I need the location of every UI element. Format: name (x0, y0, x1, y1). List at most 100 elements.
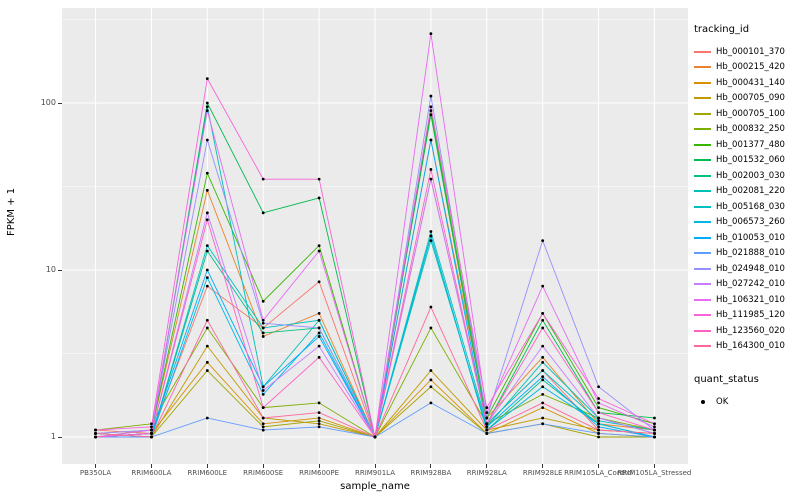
data-point (597, 401, 600, 405)
x-tick-label: RRIM928LA (466, 469, 507, 477)
legend-line-key-icon (694, 45, 711, 58)
data-point (205, 101, 209, 105)
data-point (429, 326, 433, 330)
data-point (205, 369, 209, 372)
data-point (317, 280, 321, 284)
data-point (373, 435, 377, 439)
data-point (541, 311, 545, 315)
data-point (205, 138, 209, 142)
data-point (150, 435, 153, 439)
data-point (317, 177, 321, 181)
data-point (261, 385, 265, 389)
data-point (205, 276, 209, 280)
legend-line-key-icon (694, 185, 711, 198)
color-legend-title: tracking_id (694, 24, 750, 35)
data-point (653, 428, 656, 432)
legend-panel: tracking_id Hb_000101_370 Hb_000215_420 Hb… (694, 24, 798, 410)
data-point (150, 432, 153, 435)
data-point (205, 105, 209, 109)
y-tick-label: 100 (40, 98, 56, 107)
data-point (317, 401, 321, 405)
legend-item-label: Hb_000431_140 (716, 77, 785, 88)
legend-item: Hb_000705_100 (694, 106, 798, 122)
legend-key-line (694, 283, 711, 286)
x-tick-label: RRIM105LA_Stressed (617, 469, 692, 477)
data-point (205, 244, 209, 247)
legend-item: Hb_000705_090 (694, 91, 798, 107)
data-point (261, 318, 265, 322)
data-point (597, 416, 600, 420)
data-point (541, 360, 545, 364)
data-point (94, 432, 97, 435)
data-point (261, 321, 265, 325)
data-point (597, 385, 600, 389)
data-point (541, 378, 545, 382)
data-point (317, 411, 321, 414)
data-point (261, 331, 265, 335)
data-point (429, 369, 433, 372)
y-tick-mark (58, 269, 62, 271)
x-tick-mark (262, 464, 264, 468)
legend-item: Hb_000101_370 (694, 44, 798, 60)
legend-item-label: Hb_002003_030 (716, 170, 785, 181)
legend-line-key-icon (694, 200, 711, 213)
data-point (261, 425, 265, 429)
legend-point-key-icon (694, 395, 711, 408)
legend-key-line (694, 97, 711, 100)
legend-item: Hb_021888_010 (694, 246, 798, 262)
data-point (261, 389, 265, 392)
legend-line-key-icon (694, 231, 711, 244)
x-tick-mark (430, 464, 432, 468)
legend-line-key-icon (694, 92, 711, 105)
legend-line-key-icon (694, 216, 711, 229)
legend-item-label: Hb_021888_010 (716, 248, 785, 259)
legend-item-label: Hb_000215_420 (716, 62, 785, 73)
data-point (485, 406, 489, 409)
data-point (485, 416, 489, 420)
y-axis-title: FPKM + 1 (6, 187, 17, 236)
data-point (597, 422, 600, 426)
legend-line-key-icon (694, 340, 711, 353)
data-point (317, 311, 321, 315)
legend-key-line (694, 298, 711, 301)
data-point (94, 435, 97, 439)
plot-panel (62, 8, 688, 464)
data-point (317, 419, 321, 423)
legend-item: Hb_123560_020 (694, 323, 798, 339)
shape-legend-items: OK (694, 394, 798, 410)
data-point (150, 428, 153, 432)
legend-key-line (694, 50, 711, 53)
data-point (541, 392, 545, 396)
data-point (317, 331, 321, 335)
data-point (597, 432, 600, 435)
data-point (205, 360, 209, 364)
data-point (205, 218, 209, 222)
data-point (261, 177, 265, 181)
legend-item: Hb_006573_260 (694, 215, 798, 231)
legend-item-label: Hb_123560_020 (716, 325, 785, 336)
x-tick-mark (598, 464, 600, 468)
x-tick-mark (318, 464, 320, 468)
legend-key-line (694, 190, 711, 193)
legend-key-line (694, 81, 711, 84)
legend-key-line (694, 221, 711, 224)
data-point (261, 299, 265, 303)
data-point (541, 355, 545, 359)
y-tick-label: 10 (45, 265, 56, 274)
legend-key-line (694, 267, 711, 270)
data-point (485, 428, 489, 432)
legend-key-line (694, 252, 711, 255)
legend-item: Hb_010053_010 (694, 230, 798, 246)
data-point (261, 392, 265, 396)
data-point (317, 244, 321, 247)
x-tick-label: RRIM600SE (243, 469, 284, 477)
y-tick-label: 1 (50, 432, 56, 441)
legend-key-line (694, 345, 711, 348)
data-point (317, 249, 321, 253)
data-point (541, 385, 545, 389)
data-point (541, 326, 545, 330)
legend-item: Hb_164300_010 (694, 339, 798, 355)
data-point (597, 406, 600, 409)
data-point (261, 428, 265, 432)
legend-key-point (700, 399, 705, 404)
